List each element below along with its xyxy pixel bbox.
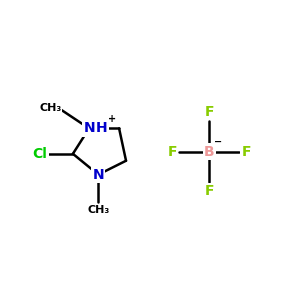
- Text: H: H: [96, 122, 108, 135]
- Text: Cl: Cl: [33, 147, 47, 161]
- Text: F: F: [204, 184, 214, 198]
- Text: F: F: [167, 145, 177, 158]
- Text: −: −: [214, 137, 223, 147]
- Text: B: B: [204, 145, 214, 158]
- Text: +: +: [108, 114, 116, 124]
- Text: CH₃: CH₃: [39, 103, 62, 112]
- Text: N: N: [83, 122, 95, 135]
- Text: CH₃: CH₃: [87, 205, 110, 214]
- Text: N: N: [92, 168, 104, 182]
- Text: F: F: [242, 145, 251, 158]
- Text: F: F: [204, 105, 214, 119]
